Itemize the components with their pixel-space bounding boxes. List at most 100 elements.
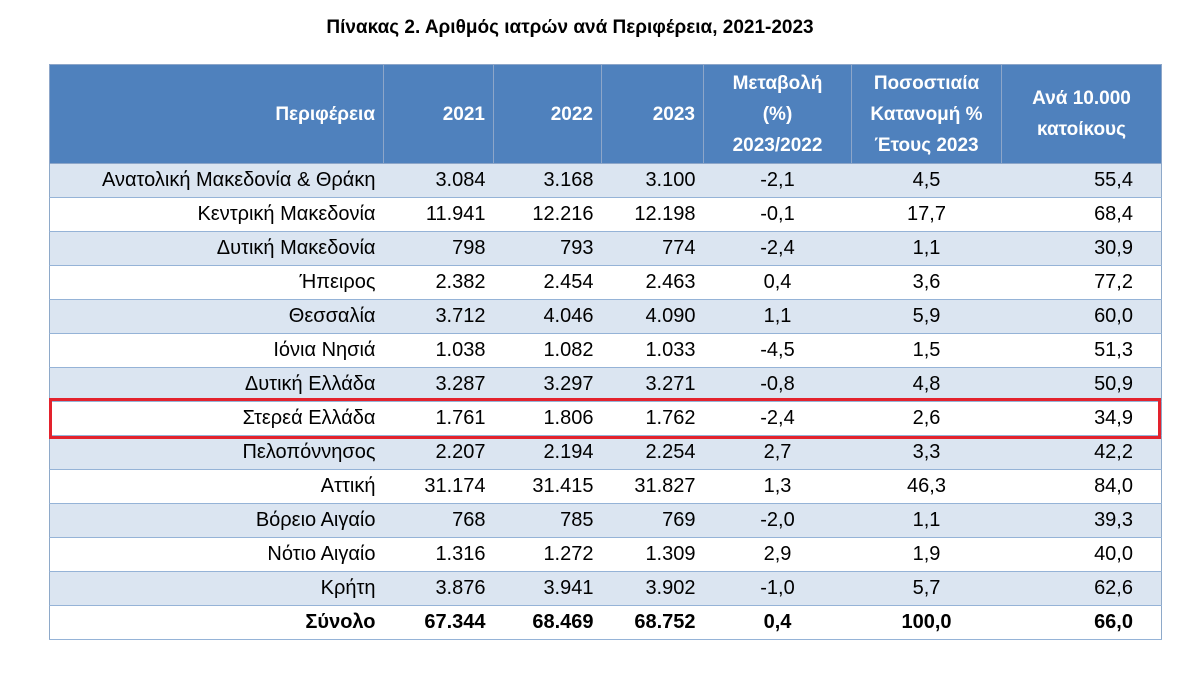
cell-share: 3,3 xyxy=(851,435,1002,470)
cell-share: 1,9 xyxy=(851,537,1002,572)
cell-y2022: 68.469 xyxy=(493,605,602,640)
cell-y2022: 4.046 xyxy=(493,299,602,334)
cell-change: -2,4 xyxy=(703,401,852,436)
cell-per: 42,2 xyxy=(1001,435,1162,470)
cell-y2021: 1.761 xyxy=(383,401,494,436)
table-row: Αττική 31.174 31.415 31.827 1,3 46,3 84,0 xyxy=(49,469,1162,504)
header-2023: 2023 xyxy=(601,64,704,164)
cell-y2022: 1.806 xyxy=(493,401,602,436)
physicians-table: Περιφέρεια 2021 2022 2023 Μεταβολή (%) 2… xyxy=(49,64,1162,640)
cell-share: 17,7 xyxy=(851,197,1002,232)
cell-region: Ήπειρος xyxy=(49,265,384,300)
cell-per: 62,6 xyxy=(1001,571,1162,606)
cell-y2022: 31.415 xyxy=(493,469,602,504)
cell-y2021: 3.084 xyxy=(383,163,494,198)
cell-y2021: 31.174 xyxy=(383,469,494,504)
table-row: Κεντρική Μακεδονία 11.941 12.216 12.198 -0,1… xyxy=(49,197,1162,232)
cell-y2021: 1.038 xyxy=(383,333,494,368)
cell-y2023: 1.762 xyxy=(601,401,704,436)
header-per-line1: Ανά 10.000 xyxy=(1032,88,1131,109)
cell-y2022: 3.297 xyxy=(493,367,602,402)
cell-change: 1,3 xyxy=(703,469,852,504)
header-per-line2: κατοίκους xyxy=(1037,119,1126,140)
cell-y2022: 793 xyxy=(493,231,602,266)
cell-change: -2,1 xyxy=(703,163,852,198)
cell-per: 51,3 xyxy=(1001,333,1162,368)
header-per-10000: Ανά 10.000 κατοίκους xyxy=(1001,64,1162,164)
cell-region: Νότιο Αιγαίο xyxy=(49,537,384,572)
cell-y2023: 3.100 xyxy=(601,163,704,198)
table-body: Ανατολική Μακεδονία & Θράκη 3.084 3.168 3.1… xyxy=(49,163,1162,640)
cell-share: 100,0 xyxy=(851,605,1002,640)
cell-y2022: 3.941 xyxy=(493,571,602,606)
cell-y2023: 3.902 xyxy=(601,571,704,606)
cell-region: Αττική xyxy=(49,469,384,504)
total-row: Σύνολο 67.344 68.469 68.752 0,4 100,0 66,0 xyxy=(49,605,1162,640)
cell-share: 5,7 xyxy=(851,571,1002,606)
header-row: Περιφέρεια 2021 2022 2023 Μεταβολή (%) 2… xyxy=(49,64,1162,164)
cell-y2023: 3.271 xyxy=(601,367,704,402)
table-row: Κρήτη 3.876 3.941 3.902 -1,0 5,7 62,6 xyxy=(49,571,1162,606)
cell-share: 2,6 xyxy=(851,401,1002,436)
table-row: Ήπειρος 2.382 2.454 2.463 0,4 3,6 77,2 xyxy=(49,265,1162,300)
cell-y2022: 2.454 xyxy=(493,265,602,300)
cell-y2023: 1.033 xyxy=(601,333,704,368)
cell-y2021: 3.876 xyxy=(383,571,494,606)
cell-share: 4,5 xyxy=(851,163,1002,198)
header-2022: 2022 xyxy=(493,64,602,164)
cell-y2023: 12.198 xyxy=(601,197,704,232)
cell-y2021: 798 xyxy=(383,231,494,266)
table-row: Ιόνια Νησιά 1.038 1.082 1.033 -4,5 1,5 51,3 xyxy=(49,333,1162,368)
cell-change: -2,0 xyxy=(703,503,852,538)
cell-y2022: 3.168 xyxy=(493,163,602,198)
cell-per: 84,0 xyxy=(1001,469,1162,504)
cell-y2021: 1.316 xyxy=(383,537,494,572)
cell-per: 30,9 xyxy=(1001,231,1162,266)
cell-y2021: 768 xyxy=(383,503,494,538)
cell-change: 2,7 xyxy=(703,435,852,470)
cell-y2023: 2.254 xyxy=(601,435,704,470)
table-row: Βόρειο Αιγαίο 768 785 769 -2,0 1,1 39,3 xyxy=(49,503,1162,538)
cell-region: Δυτική Μακεδονία xyxy=(49,231,384,266)
cell-region: Κρήτη xyxy=(49,571,384,606)
cell-share: 46,3 xyxy=(851,469,1002,504)
cell-y2022: 2.194 xyxy=(493,435,602,470)
cell-share: 1,5 xyxy=(851,333,1002,368)
cell-y2023: 31.827 xyxy=(601,469,704,504)
cell-region: Σύνολο xyxy=(49,605,384,640)
cell-per: 34,9 xyxy=(1001,401,1162,436)
header-change-line1: Μεταβολή xyxy=(732,72,823,94)
cell-change: 0,4 xyxy=(703,605,852,640)
cell-y2023: 769 xyxy=(601,503,704,538)
cell-change: -2,4 xyxy=(703,231,852,266)
header-share-line1: Ποσοστιαία xyxy=(873,72,980,94)
header-change: Μεταβολή (%) 2023/2022 xyxy=(703,64,852,164)
header-share-line3: Έτους 2023 xyxy=(874,134,979,156)
cell-share: 4,8 xyxy=(851,367,1002,402)
cell-y2022: 1.082 xyxy=(493,333,602,368)
header-2021: 2021 xyxy=(383,64,494,164)
cell-per: 39,3 xyxy=(1001,503,1162,538)
cell-region: Πελοπόννησος xyxy=(49,435,384,470)
cell-y2021: 2.382 xyxy=(383,265,494,300)
cell-change: -0,8 xyxy=(703,367,852,402)
cell-share: 3,6 xyxy=(851,265,1002,300)
cell-share: 1,1 xyxy=(851,503,1002,538)
table-row: Στερεά Ελλάδα 1.761 1.806 1.762 -2,4 2,6 34,9 xyxy=(49,401,1162,436)
header-change-line3: 2023/2022 xyxy=(732,134,823,156)
cell-y2022: 1.272 xyxy=(493,537,602,572)
table-title: Πίνακας 2. Αριθμός ιατρών ανά Περιφέρεια… xyxy=(326,17,814,38)
cell-per: 66,0 xyxy=(1001,605,1162,640)
cell-y2021: 67.344 xyxy=(383,605,494,640)
cell-y2023: 1.309 xyxy=(601,537,704,572)
cell-region: Ιόνια Νησιά xyxy=(49,333,384,368)
cell-y2022: 785 xyxy=(493,503,602,538)
header-share: Ποσοστιαία Κατανομή % Έτους 2023 xyxy=(851,64,1002,164)
table-row: Δυτική Ελλάδα 3.287 3.297 3.271 -0,8 4,8 50,9 xyxy=(49,367,1162,402)
table-row: Ανατολική Μακεδονία & Θράκη 3.084 3.168 3.1… xyxy=(49,163,1162,198)
cell-per: 68,4 xyxy=(1001,197,1162,232)
cell-per: 55,4 xyxy=(1001,163,1162,198)
cell-region: Θεσσαλία xyxy=(49,299,384,334)
cell-change: 0,4 xyxy=(703,265,852,300)
